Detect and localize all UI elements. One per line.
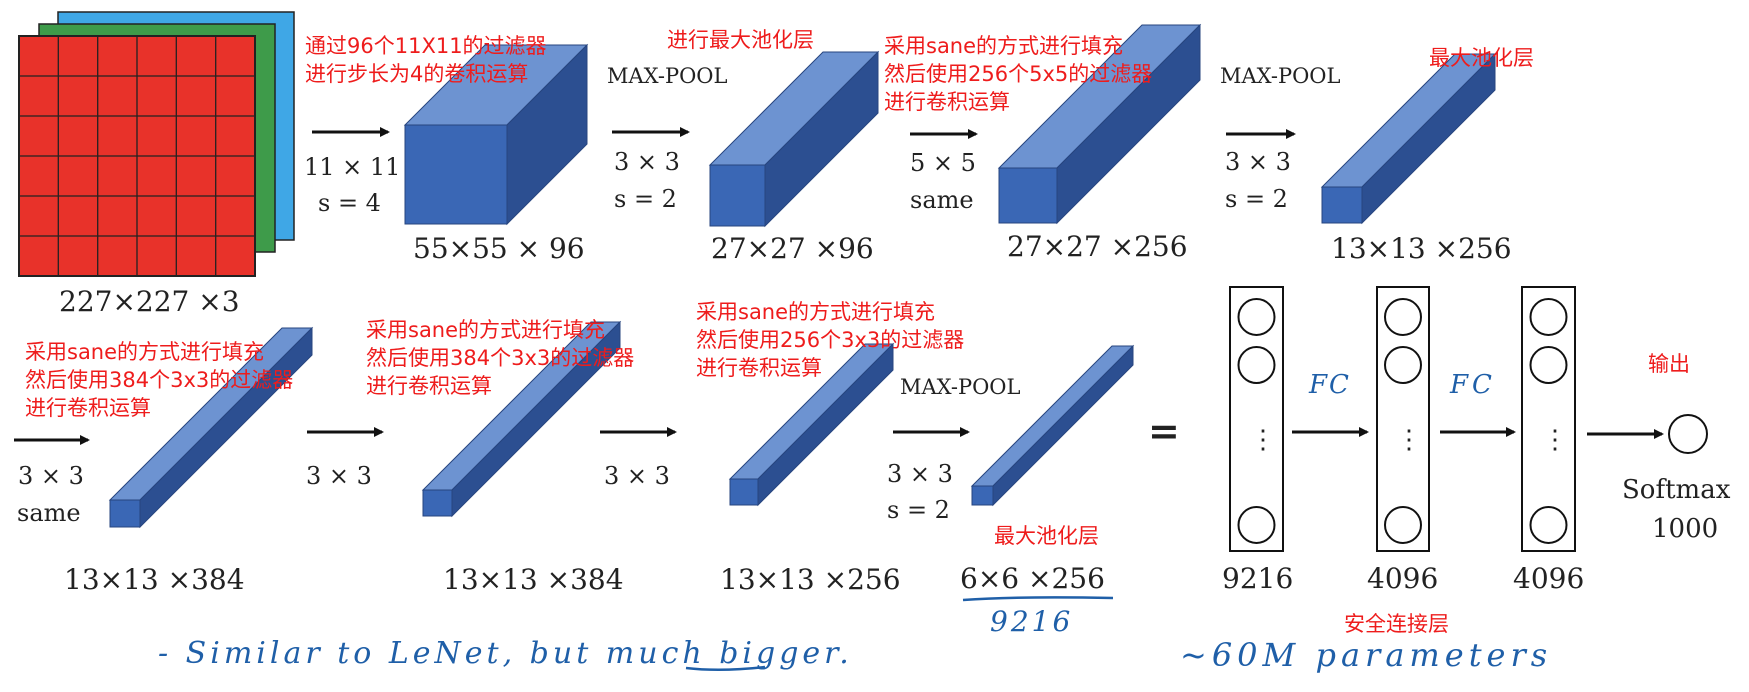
conv3-note: 采用sane的方式进行填充 然后使用384个3x3的过滤器 进行卷积运算 (25, 340, 294, 420)
fc-note: 安全连接层 (1344, 612, 1449, 636)
conv5-kernel: 3 × 3 (604, 462, 670, 490)
softmax-output-node (1668, 414, 1708, 454)
pool3-label: MAX-POOL (900, 375, 1021, 399)
fc-dots-1: ⋮ (1250, 425, 1276, 455)
flatten-size-handwriting: 9216 (990, 605, 1074, 638)
conv2-dims: 27×27 ×256 (1007, 230, 1188, 263)
conv5-note: 采用sane的方式进行填充 然后使用256个3x3的过滤器 进行卷积运算 (696, 300, 965, 380)
fc-layer-4096-b (1521, 286, 1576, 552)
params-handwriting: ~60M parameters (1180, 636, 1553, 674)
conv1-volume (403, 43, 589, 226)
fc-size-4096-b: 4096 (1513, 562, 1585, 595)
fc-layer-9216 (1229, 286, 1284, 552)
pool2-kernel: 3 × 3 (1225, 148, 1291, 176)
fc-dots-3: ⋮ (1542, 425, 1568, 455)
conv4-kernel: 3 × 3 (306, 462, 372, 490)
fc-dots-2: ⋮ (1396, 425, 1422, 455)
softmax-size: 1000 (1652, 514, 1719, 544)
conv4-dims: 13×13 ×384 (443, 563, 624, 596)
pool3-note: 最大池化层 (994, 524, 1099, 548)
layer-arrows (14, 127, 1664, 445)
conv1-note: 通过96个11X11的过滤器 进行步长为4的卷积运算 (305, 34, 547, 86)
pool3-kernel: 3 × 3 (887, 460, 953, 488)
conv4-note: 采用sane的方式进行填充 然后使用384个3x3的过滤器 进行卷积运算 (366, 318, 635, 398)
pool2-note: 最大池化层 (1429, 46, 1534, 70)
conv5-volume (728, 342, 895, 507)
fc-size-4096-a: 4096 (1367, 562, 1439, 595)
conv3-volume (108, 326, 314, 529)
conv1-stride: s = 4 (318, 189, 381, 217)
fc-size-9216: 9216 (1222, 562, 1294, 595)
underline-stroke (685, 665, 766, 672)
fc-layer-4096-a (1376, 286, 1430, 552)
comparison-handwriting: - Similar to LeNet, but much bigger. (158, 636, 853, 671)
pool2-stride: s = 2 (1225, 185, 1288, 213)
conv5-dims: 13×13 ×256 (720, 563, 901, 596)
underline-stroke (962, 596, 1114, 602)
pool2-label: MAX-POOL (1220, 64, 1341, 88)
conv2-kernel: 5 × 5 (910, 149, 976, 177)
fc-arrow-label-1: FC (1309, 370, 1351, 400)
output-note: 输出 (1648, 352, 1690, 376)
pool1-stride: s = 2 (614, 185, 677, 213)
pool3-dims: 6×6 ×256 (960, 562, 1105, 595)
conv4-volume (421, 320, 622, 518)
pool1-dims: 27×27 ×96 (711, 232, 874, 265)
pool3-stride: s = 2 (887, 496, 950, 524)
pool2-volume (1320, 52, 1497, 225)
input-dims: 227×227 ×3 (59, 285, 240, 318)
equals-sign: = (1148, 408, 1180, 453)
pool1-note: 进行最大池化层 (667, 28, 814, 52)
conv1-dims: 55×55 × 96 (413, 232, 585, 265)
softmax-label: Softmax (1622, 475, 1731, 505)
conv1-kernel: 11 × 11 (304, 153, 401, 181)
input-image-icon (18, 11, 295, 277)
pool1-kernel: 3 × 3 (614, 148, 680, 176)
conv3-padding: same (17, 499, 81, 527)
pool2-dims: 13×13 ×256 (1331, 232, 1512, 265)
pool3-volume (970, 344, 1135, 507)
conv3-dims: 13×13 ×384 (64, 563, 245, 596)
conv2-padding: same (910, 186, 974, 214)
pool1-label: MAX-POOL (607, 64, 728, 88)
fc-arrow-label-2: FC (1450, 370, 1496, 400)
conv2-volume (997, 23, 1202, 225)
pool1-volume (708, 50, 880, 228)
conv3-kernel: 3 × 3 (18, 462, 84, 490)
conv2-note: 采用sane的方式进行填充 然后使用256个5x5的过滤器 进行卷积运算 (884, 34, 1153, 114)
